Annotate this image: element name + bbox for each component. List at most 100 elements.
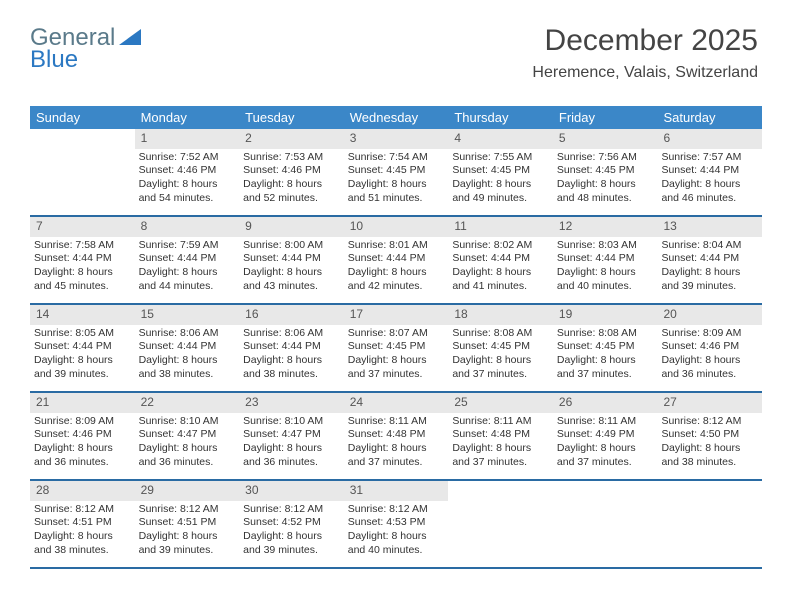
week-row: 21Sunrise: 8:09 AMSunset: 4:46 PMDayligh… xyxy=(30,393,762,481)
sunrise-text: Sunrise: 8:11 AM xyxy=(348,415,445,429)
daylight-text: Daylight: 8 hours and 54 minutes. xyxy=(139,178,236,205)
daylight-text: Daylight: 8 hours and 38 minutes. xyxy=(34,530,131,557)
day-cell: 15Sunrise: 8:06 AMSunset: 4:44 PMDayligh… xyxy=(135,305,240,391)
day-number: 18 xyxy=(448,305,553,325)
sunrise-text: Sunrise: 7:57 AM xyxy=(661,151,758,165)
day-cell: 5Sunrise: 7:56 AMSunset: 4:45 PMDaylight… xyxy=(553,129,658,215)
daylight-text: Daylight: 8 hours and 38 minutes. xyxy=(661,442,758,469)
sunset-text: Sunset: 4:44 PM xyxy=(34,340,131,354)
day-number xyxy=(30,129,135,149)
day-number: 30 xyxy=(239,481,344,501)
day-content: Sunrise: 8:08 AMSunset: 4:45 PMDaylight:… xyxy=(553,325,658,386)
sunrise-text: Sunrise: 8:00 AM xyxy=(243,239,340,253)
day-number xyxy=(657,481,762,501)
day-content: Sunrise: 8:06 AMSunset: 4:44 PMDaylight:… xyxy=(135,325,240,386)
day-number: 24 xyxy=(344,393,449,413)
weekday-header: Tuesday xyxy=(239,106,344,129)
day-number: 9 xyxy=(239,217,344,237)
day-number: 6 xyxy=(657,129,762,149)
day-number: 28 xyxy=(30,481,135,501)
daylight-text: Daylight: 8 hours and 37 minutes. xyxy=(452,354,549,381)
sunset-text: Sunset: 4:47 PM xyxy=(139,428,236,442)
daylight-text: Daylight: 8 hours and 39 minutes. xyxy=(661,266,758,293)
weekday-header: Friday xyxy=(553,106,658,129)
day-number: 5 xyxy=(553,129,658,149)
daylight-text: Daylight: 8 hours and 45 minutes. xyxy=(34,266,131,293)
day-content: Sunrise: 8:00 AMSunset: 4:44 PMDaylight:… xyxy=(239,237,344,298)
day-cell: 11Sunrise: 8:02 AMSunset: 4:44 PMDayligh… xyxy=(448,217,553,303)
sunrise-text: Sunrise: 8:04 AM xyxy=(661,239,758,253)
sunset-text: Sunset: 4:46 PM xyxy=(139,164,236,178)
sunrise-text: Sunrise: 8:07 AM xyxy=(348,327,445,341)
day-content: Sunrise: 8:12 AMSunset: 4:50 PMDaylight:… xyxy=(657,413,762,474)
sunset-text: Sunset: 4:47 PM xyxy=(243,428,340,442)
day-content: Sunrise: 7:52 AMSunset: 4:46 PMDaylight:… xyxy=(135,149,240,210)
day-number: 26 xyxy=(553,393,658,413)
day-number: 10 xyxy=(344,217,449,237)
daylight-text: Daylight: 8 hours and 52 minutes. xyxy=(243,178,340,205)
day-cell: 30Sunrise: 8:12 AMSunset: 4:52 PMDayligh… xyxy=(239,481,344,567)
sunset-text: Sunset: 4:48 PM xyxy=(348,428,445,442)
day-cell: 10Sunrise: 8:01 AMSunset: 4:44 PMDayligh… xyxy=(344,217,449,303)
day-content: Sunrise: 7:54 AMSunset: 4:45 PMDaylight:… xyxy=(344,149,449,210)
sunset-text: Sunset: 4:44 PM xyxy=(557,252,654,266)
daylight-text: Daylight: 8 hours and 36 minutes. xyxy=(34,442,131,469)
day-cell: 27Sunrise: 8:12 AMSunset: 4:50 PMDayligh… xyxy=(657,393,762,479)
day-cell: 26Sunrise: 8:11 AMSunset: 4:49 PMDayligh… xyxy=(553,393,658,479)
sunset-text: Sunset: 4:48 PM xyxy=(452,428,549,442)
sunset-text: Sunset: 4:45 PM xyxy=(452,164,549,178)
day-cell: 24Sunrise: 8:11 AMSunset: 4:48 PMDayligh… xyxy=(344,393,449,479)
day-content: Sunrise: 8:03 AMSunset: 4:44 PMDaylight:… xyxy=(553,237,658,298)
day-number: 29 xyxy=(135,481,240,501)
daylight-text: Daylight: 8 hours and 36 minutes. xyxy=(243,442,340,469)
day-number: 14 xyxy=(30,305,135,325)
day-cell xyxy=(448,481,553,567)
sunset-text: Sunset: 4:52 PM xyxy=(243,516,340,530)
day-cell xyxy=(553,481,658,567)
sunrise-text: Sunrise: 8:09 AM xyxy=(34,415,131,429)
day-cell: 18Sunrise: 8:08 AMSunset: 4:45 PMDayligh… xyxy=(448,305,553,391)
sunrise-text: Sunrise: 8:12 AM xyxy=(661,415,758,429)
daylight-text: Daylight: 8 hours and 37 minutes. xyxy=(557,354,654,381)
daylight-text: Daylight: 8 hours and 49 minutes. xyxy=(452,178,549,205)
sunset-text: Sunset: 4:44 PM xyxy=(243,340,340,354)
weekday-header: Saturday xyxy=(657,106,762,129)
sunrise-text: Sunrise: 8:12 AM xyxy=(34,503,131,517)
day-number: 22 xyxy=(135,393,240,413)
daylight-text: Daylight: 8 hours and 43 minutes. xyxy=(243,266,340,293)
day-content: Sunrise: 8:11 AMSunset: 4:48 PMDaylight:… xyxy=(344,413,449,474)
sunrise-text: Sunrise: 8:09 AM xyxy=(661,327,758,341)
day-content: Sunrise: 8:10 AMSunset: 4:47 PMDaylight:… xyxy=(135,413,240,474)
day-number: 21 xyxy=(30,393,135,413)
sunset-text: Sunset: 4:46 PM xyxy=(661,340,758,354)
day-cell: 13Sunrise: 8:04 AMSunset: 4:44 PMDayligh… xyxy=(657,217,762,303)
day-cell: 23Sunrise: 8:10 AMSunset: 4:47 PMDayligh… xyxy=(239,393,344,479)
location-title: Heremence, Valais, Switzerland xyxy=(532,64,758,82)
day-content: Sunrise: 7:53 AMSunset: 4:46 PMDaylight:… xyxy=(239,149,344,210)
day-content: Sunrise: 8:08 AMSunset: 4:45 PMDaylight:… xyxy=(448,325,553,386)
day-content: Sunrise: 7:59 AMSunset: 4:44 PMDaylight:… xyxy=(135,237,240,298)
sunset-text: Sunset: 4:46 PM xyxy=(243,164,340,178)
week-row: 28Sunrise: 8:12 AMSunset: 4:51 PMDayligh… xyxy=(30,481,762,569)
sunrise-text: Sunrise: 7:53 AM xyxy=(243,151,340,165)
day-number: 7 xyxy=(30,217,135,237)
day-content: Sunrise: 8:06 AMSunset: 4:44 PMDaylight:… xyxy=(239,325,344,386)
day-cell: 9Sunrise: 8:00 AMSunset: 4:44 PMDaylight… xyxy=(239,217,344,303)
sunset-text: Sunset: 4:44 PM xyxy=(348,252,445,266)
sunset-text: Sunset: 4:44 PM xyxy=(139,340,236,354)
week-row: 14Sunrise: 8:05 AMSunset: 4:44 PMDayligh… xyxy=(30,305,762,393)
day-content: Sunrise: 8:12 AMSunset: 4:51 PMDaylight:… xyxy=(30,501,135,562)
sunset-text: Sunset: 4:44 PM xyxy=(452,252,549,266)
day-cell: 6Sunrise: 7:57 AMSunset: 4:44 PMDaylight… xyxy=(657,129,762,215)
week-row: 1Sunrise: 7:52 AMSunset: 4:46 PMDaylight… xyxy=(30,129,762,217)
day-number: 1 xyxy=(135,129,240,149)
month-title: December 2025 xyxy=(532,24,758,58)
day-content: Sunrise: 7:55 AMSunset: 4:45 PMDaylight:… xyxy=(448,149,553,210)
day-cell: 14Sunrise: 8:05 AMSunset: 4:44 PMDayligh… xyxy=(30,305,135,391)
day-cell: 28Sunrise: 8:12 AMSunset: 4:51 PMDayligh… xyxy=(30,481,135,567)
weekday-header-row: SundayMondayTuesdayWednesdayThursdayFrid… xyxy=(30,106,762,129)
day-content: Sunrise: 7:56 AMSunset: 4:45 PMDaylight:… xyxy=(553,149,658,210)
day-cell: 12Sunrise: 8:03 AMSunset: 4:44 PMDayligh… xyxy=(553,217,658,303)
day-cell: 21Sunrise: 8:09 AMSunset: 4:46 PMDayligh… xyxy=(30,393,135,479)
day-number: 16 xyxy=(239,305,344,325)
